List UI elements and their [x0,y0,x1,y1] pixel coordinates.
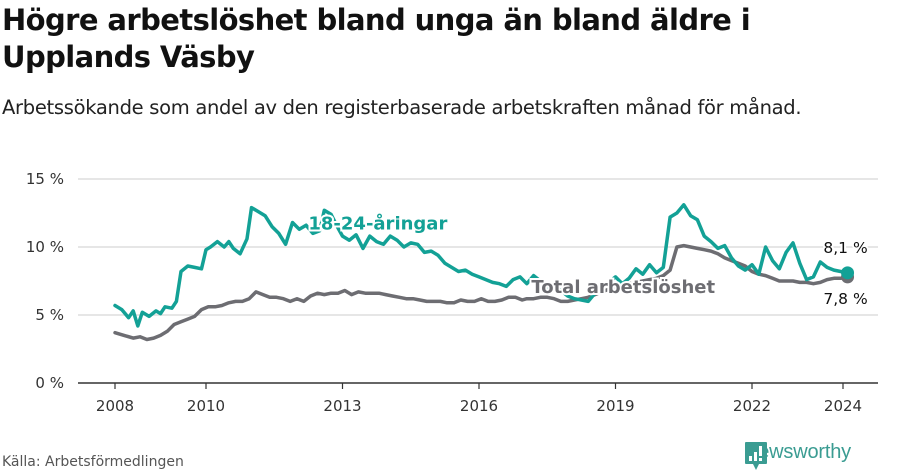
x-tick-label: 2019 [596,397,634,415]
series-name-label: 18-24-åringar [308,212,447,234]
source-note: Källa: Arbetsförmedlingen [2,454,184,470]
y-tick-label: 15 % [26,170,64,188]
series-end-marker [841,266,855,280]
x-tick-label: 2010 [187,397,225,415]
series-end-label: 8,1 % [823,239,867,257]
y-tick-label: 0 % [35,374,64,392]
x-tick-label: 2016 [460,397,498,415]
newsworthy-logo[interactable]: Newsworthy [744,441,851,470]
bar-chart-speech-bubble-icon [745,442,767,470]
x-tick-label: 2008 [96,397,134,415]
series-line [113,243,850,342]
gridlines [78,178,878,316]
x-tick-label: 2022 [733,397,771,415]
series-labels: 18-24-åringar 8,1 % Total arbetslöshet 7,8 … [306,210,869,310]
series-line [113,203,850,328]
brand-name: Newsworthy [744,441,851,463]
y-tick-label: 5 % [35,306,64,324]
chart-title: Högre arbetslöshet bland unga än bland ä… [2,3,751,74]
series-end-label: 7,8 % [823,290,867,308]
y-tick-label: 10 % [26,238,64,256]
chart-subtitle: Arbetssökande som andel av den registerb… [2,96,802,119]
x-tick-label: 2024 [824,397,862,415]
series-lines [113,203,855,342]
x-axis: 2008 2010 2013 2016 2019 2022 2024 [78,382,878,415]
series-name-label: Total arbetslöshet [531,277,715,298]
x-tick-label: 2013 [323,397,361,415]
y-axis: 0 % 5 % 10 % 15 % [26,170,64,392]
